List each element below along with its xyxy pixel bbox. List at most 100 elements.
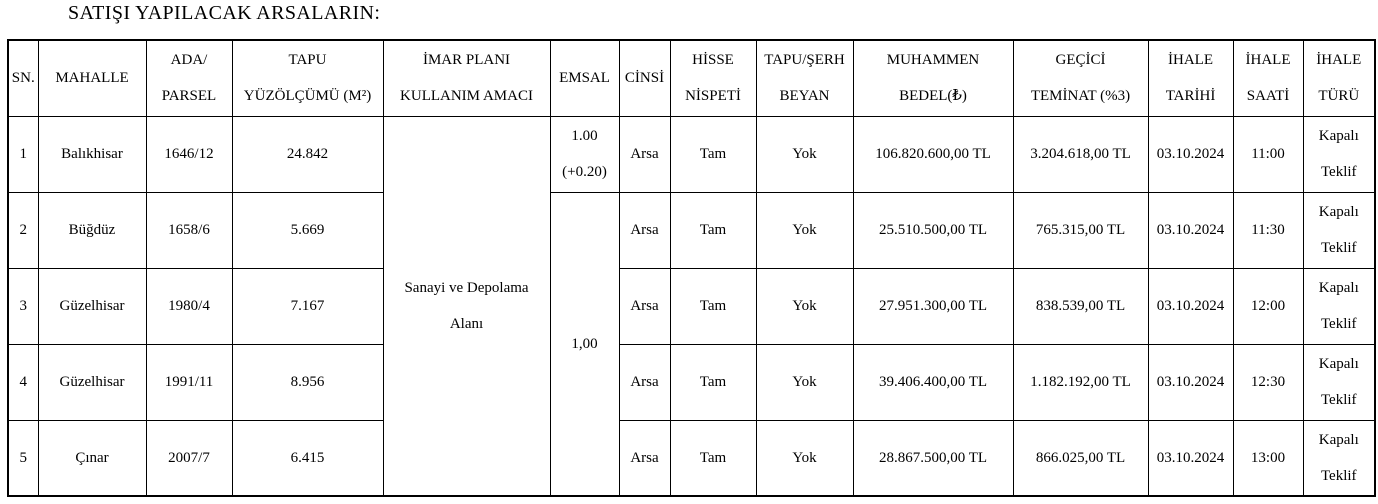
imar-plani-line1: Sanayi ve Depolama <box>404 279 529 296</box>
cell-tapu-yuzolcumu: 6.415 <box>231 419 384 497</box>
cell-hisse-nispeti: Tam <box>669 419 757 497</box>
ihale-turu-line1: Kapalı <box>1318 356 1359 372</box>
header-ada-parsel: ADA/ PARSEL <box>145 39 233 117</box>
header-ada-line2: PARSEL <box>161 88 217 105</box>
table-row: 5 Çınar 2007/7 6.415 Arsa Tam Yok 28.867… <box>7 419 1376 497</box>
cell-hisse-nispeti: Tam <box>669 115 757 193</box>
header-sn: SN. <box>7 39 39 117</box>
cell-muhammen-bedel: 106.820.600,00 TL <box>852 115 1014 193</box>
header-cinsi-label: CİNSİ <box>624 70 665 87</box>
cell-ihale-tarihi: 03.10.2024 <box>1147 419 1234 497</box>
header-muhammen-line1: MUHAMMEN <box>886 52 980 69</box>
header-gecici-teminat: GEÇİCİ TEMİNAT (%3) <box>1012 39 1149 117</box>
cell-sn: 1 <box>7 115 39 193</box>
cell-tapu-serh-beyan: Yok <box>755 191 854 269</box>
ihale-turu-line1: Kapalı <box>1318 280 1359 296</box>
header-tapu-yuzolcumu: TAPU YÜZÖLÇÜMÜ (M²) <box>231 39 384 117</box>
cell-ihale-turu: Kapalı Teklif <box>1302 419 1376 497</box>
page-title: SATIŞI YAPILACAK ARSALARIN: <box>68 2 381 24</box>
table-row: 2 Büğdüz 1658/6 5.669 1,00 Arsa Tam Yok … <box>7 191 1376 497</box>
cell-ihale-tarihi: 03.10.2024 <box>1147 115 1234 193</box>
header-serh-line2: BEYAN <box>779 88 830 105</box>
cell-ihale-saati: 11:00 <box>1232 115 1304 193</box>
header-hisse-line2: NİSPETİ <box>685 88 741 105</box>
cell-ihale-turu: Kapalı Teklif <box>1302 115 1376 193</box>
cell-gecici-teminat: 866.025,00 TL <box>1012 419 1149 497</box>
header-mahalle-label: MAHALLE <box>55 70 129 87</box>
header-muhammen-bedel: MUHAMMEN BEDEL(₺) <box>852 39 1014 117</box>
emsal-row1-line1: 1.00 <box>571 128 598 144</box>
cell-tapu-serh-beyan: Yok <box>755 343 854 421</box>
cell-ihale-saati: 11:30 <box>1232 191 1304 269</box>
header-saat-line2: SAATİ <box>1246 88 1290 105</box>
emsal-row1-line2: (+0.20) <box>562 164 607 180</box>
cell-mahalle: Balıkhisar <box>37 115 147 193</box>
header-tarih-line1: İHALE <box>1168 52 1213 69</box>
emsal-cell-row1: 1.00 (+0.20) <box>549 115 620 193</box>
header-hisse-nispeti: HİSSE NİSPETİ <box>669 39 757 117</box>
cell-cinsi: Arsa <box>618 343 671 421</box>
cell-ihale-saati: 12:00 <box>1232 267 1304 345</box>
imar-plani-merged-cell: Sanayi ve Depolama Alanı <box>382 115 551 497</box>
table-row: 4 Güzelhisar 1991/11 8.956 Arsa Tam Yok … <box>7 343 1376 421</box>
cell-tapu-yuzolcumu: 8.956 <box>231 343 384 421</box>
ihale-turu-line2: Teklif <box>1320 467 1357 484</box>
cell-ada-parsel: 1646/12 <box>145 115 233 193</box>
cell-muhammen-bedel: 27.951.300,00 TL <box>852 267 1014 345</box>
header-ihale-turu: İHALE TÜRÜ <box>1302 39 1376 117</box>
header-serh-line1: TAPU/ŞERH <box>764 52 845 69</box>
ihale-turu-line2: Teklif <box>1320 240 1357 256</box>
ihale-turu-line2: Teklif <box>1320 164 1357 180</box>
header-turu-line1: İHALE <box>1316 52 1362 69</box>
ihale-turu-line1: Kapalı <box>1318 128 1359 144</box>
cell-sn: 2 <box>7 191 39 269</box>
table-row: 1 Balıkhisar 1646/12 24.842 Sanayi ve De… <box>7 115 1376 497</box>
cell-sn: 3 <box>7 267 39 345</box>
cell-mahalle: Güzelhisar <box>37 267 147 345</box>
cell-mahalle: Büğdüz <box>37 191 147 269</box>
ihale-turu-line2: Teklif <box>1320 316 1357 332</box>
cell-ihale-turu: Kapalı Teklif <box>1302 267 1376 345</box>
cell-tapu-serh-beyan: Yok <box>755 267 854 345</box>
table-row: 3 Güzelhisar 1980/4 7.167 Arsa Tam Yok 2… <box>7 267 1376 345</box>
header-imar-plani: İMAR PLANI KULLANIM AMACI <box>382 39 551 117</box>
cell-ihale-saati: 12:30 <box>1232 343 1304 421</box>
header-imar-line1: İMAR PLANI <box>422 52 511 69</box>
header-muhammen-line2: BEDEL(₺) <box>899 88 967 105</box>
header-hisse-line1: HİSSE <box>692 52 734 69</box>
header-teminat-line1: GEÇİCİ <box>1055 52 1106 69</box>
header-mahalle: MAHALLE <box>37 39 147 117</box>
cell-sn: 5 <box>7 419 39 497</box>
header-ihale-tarihi: İHALE TARİHİ <box>1147 39 1234 117</box>
header-cinsi: CİNSİ <box>618 39 671 117</box>
cell-ihale-turu: Kapalı Teklif <box>1302 191 1376 269</box>
header-ada-line1: ADA/ <box>170 52 208 69</box>
cell-tapu-serh-beyan: Yok <box>755 419 854 497</box>
cell-mahalle: Güzelhisar <box>37 343 147 421</box>
header-tarih-line2: TARİHİ <box>1165 88 1216 105</box>
cell-tapu-yuzolcumu: 24.842 <box>231 115 384 193</box>
cell-muhammen-bedel: 25.510.500,00 TL <box>852 191 1014 269</box>
cell-tapu-yuzolcumu: 5.669 <box>231 191 384 269</box>
cell-cinsi: Arsa <box>618 267 671 345</box>
header-emsal-label: EMSAL <box>559 70 610 87</box>
ihale-turu-line2: Teklif <box>1320 392 1357 408</box>
cell-ada-parsel: 1991/11 <box>145 343 233 421</box>
cell-tapu-yuzolcumu: 7.167 <box>231 267 384 345</box>
cell-ihale-tarihi: 03.10.2024 <box>1147 267 1234 345</box>
cell-gecici-teminat: 838.539,00 TL <box>1012 267 1149 345</box>
cell-hisse-nispeti: Tam <box>669 267 757 345</box>
cell-cinsi: Arsa <box>618 191 671 269</box>
header-saat-line1: İHALE <box>1245 52 1291 69</box>
cell-mahalle: Çınar <box>37 419 147 497</box>
imar-plani-line2: Alanı <box>449 315 484 332</box>
emsal-merged-cell: 1,00 <box>549 191 620 497</box>
cell-gecici-teminat: 765.315,00 TL <box>1012 191 1149 269</box>
header-emsal: EMSAL <box>549 39 620 117</box>
header-ihale-saati: İHALE SAATİ <box>1232 39 1304 117</box>
cell-gecici-teminat: 1.182.192,00 TL <box>1012 343 1149 421</box>
header-turu-line2: TÜRÜ <box>1318 88 1360 105</box>
cell-ihale-tarihi: 03.10.2024 <box>1147 191 1234 269</box>
cell-ihale-tarihi: 03.10.2024 <box>1147 343 1234 421</box>
